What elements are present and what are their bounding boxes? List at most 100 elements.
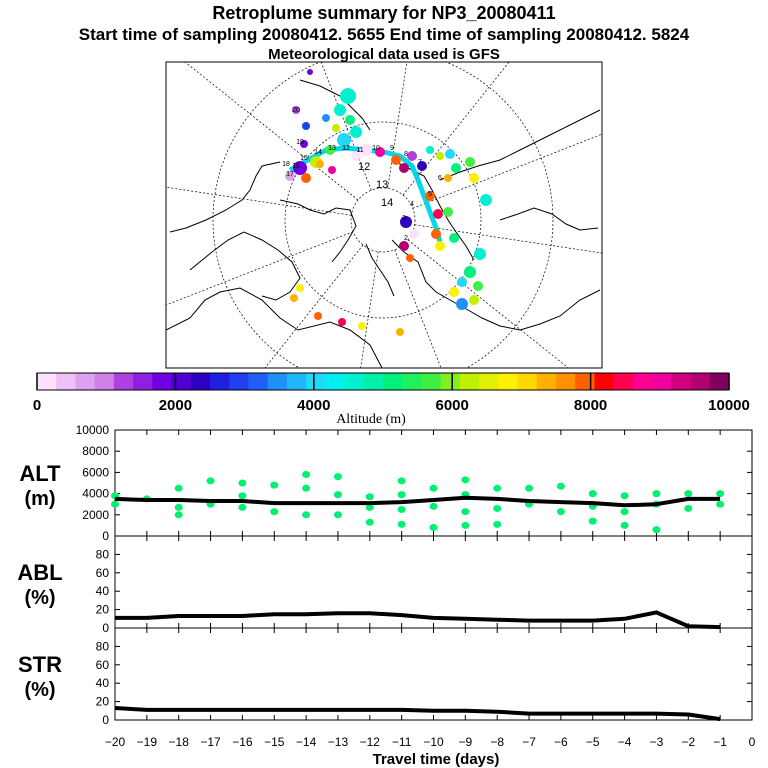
colorbar-segment bbox=[210, 373, 230, 390]
x-tick-label: −16 bbox=[232, 735, 253, 749]
scatter-point bbox=[429, 502, 438, 510]
scatter-point bbox=[174, 503, 183, 511]
meteorological-data-label: Meteorological data used is GFS bbox=[268, 46, 500, 63]
x-tick-label: −20 bbox=[105, 735, 126, 749]
particle-cluster-dot bbox=[396, 328, 404, 336]
colorbar-segment bbox=[536, 373, 557, 390]
colorbar-segment bbox=[267, 373, 288, 390]
y-tick-label: 60 bbox=[96, 566, 110, 580]
particle-cluster-dot bbox=[328, 166, 336, 174]
scatter-point bbox=[365, 518, 374, 526]
panel-alt: ALT(m) 0 2000 4000 6000 8000 10000 bbox=[19, 423, 753, 543]
day-label: 7 bbox=[418, 159, 422, 166]
particle-cluster-dot bbox=[292, 106, 300, 114]
particle-cluster-dot bbox=[332, 124, 340, 132]
particle-cluster-dot bbox=[290, 294, 298, 302]
scatter-point bbox=[461, 476, 470, 484]
scatter-point bbox=[652, 526, 661, 534]
colorbar-segment bbox=[671, 373, 692, 390]
day-label: 19 bbox=[296, 139, 304, 146]
day-label: 10 bbox=[372, 145, 380, 152]
particle-cluster-dot bbox=[399, 163, 409, 173]
particle-cluster-dot bbox=[469, 173, 479, 183]
x-tick-label: −2 bbox=[681, 735, 695, 749]
colorbar-tick-label: 4000 bbox=[297, 397, 330, 414]
colorbar-segment bbox=[556, 373, 576, 390]
y-tick-label: 60 bbox=[96, 658, 110, 672]
day-label: 11 bbox=[356, 147, 363, 154]
ring-label: 13 bbox=[376, 179, 388, 191]
x-tick-label: −3 bbox=[650, 735, 664, 749]
x-tick-label: −13 bbox=[328, 735, 349, 749]
panel-ylabel: ABL bbox=[17, 560, 62, 585]
x-tick-label: −11 bbox=[392, 735, 412, 749]
day-label: 13 bbox=[328, 145, 336, 152]
scatter-point bbox=[556, 482, 565, 490]
colorbar-segment bbox=[113, 373, 134, 390]
particle-cluster-dot bbox=[426, 146, 434, 154]
particle-cluster-dot bbox=[400, 216, 412, 228]
particle-cluster-dot bbox=[431, 229, 441, 239]
particle-cluster-dot bbox=[406, 254, 414, 262]
meridian-line bbox=[412, 133, 602, 209]
scatter-point bbox=[493, 504, 502, 512]
scatter-point bbox=[588, 517, 597, 525]
scatter-point bbox=[588, 490, 597, 498]
particle-cluster-dot bbox=[433, 209, 443, 219]
meridian-line bbox=[402, 62, 510, 196]
scatter-point bbox=[302, 471, 311, 479]
y-tick-label: 8000 bbox=[82, 444, 109, 458]
scatter-point bbox=[302, 484, 311, 492]
particle-cluster-dot bbox=[340, 88, 356, 104]
colorbar-segment bbox=[325, 373, 346, 390]
colorbar-segment bbox=[94, 373, 115, 390]
scatter-point bbox=[716, 490, 725, 498]
particle-cluster-dot bbox=[474, 248, 486, 260]
particle-cluster-dot bbox=[457, 277, 467, 287]
colorbar-segment bbox=[37, 373, 57, 390]
meridian-line bbox=[166, 231, 354, 306]
scatter-point bbox=[397, 491, 406, 499]
particle-cluster-dot bbox=[334, 104, 346, 116]
y-tick-label: 6000 bbox=[82, 465, 109, 479]
y-tick-label: 20 bbox=[96, 695, 110, 709]
series-line-str bbox=[114, 706, 721, 722]
particle-cluster-dot bbox=[316, 160, 324, 168]
panel-abl: ABL(%) 0 20 40 60 80 bbox=[17, 535, 753, 635]
colorbar-label: Altitude (m) bbox=[336, 412, 406, 427]
particle-cluster-dot bbox=[451, 163, 461, 173]
scatter-point bbox=[206, 477, 215, 485]
particle-cluster-dot bbox=[351, 151, 361, 161]
y-tick-label: 40 bbox=[96, 584, 110, 598]
colorbar-segment bbox=[383, 373, 403, 390]
colorbar-segment bbox=[75, 373, 96, 390]
day-label: 17 bbox=[286, 171, 294, 178]
day-label: 16 bbox=[292, 163, 300, 170]
meridian-line bbox=[184, 62, 359, 201]
scatter-point bbox=[684, 504, 693, 512]
particle-cluster-dot bbox=[296, 284, 304, 292]
x-tick-label: −10 bbox=[423, 735, 444, 749]
scatter-point bbox=[333, 473, 342, 481]
particle-cluster-dot bbox=[449, 287, 459, 297]
y-tick-label: 80 bbox=[96, 639, 110, 653]
particle-cluster-dot bbox=[465, 157, 475, 167]
particle-cluster-dot bbox=[449, 233, 459, 243]
day-label: 14 bbox=[314, 149, 322, 156]
series-line-abl bbox=[115, 610, 721, 630]
panel-str: STR(%) 0 20 40 60 80 bbox=[18, 627, 753, 727]
colorbar-segment bbox=[421, 373, 442, 390]
particle-cluster-dot bbox=[293, 161, 307, 175]
scatter-point bbox=[397, 506, 406, 513]
scatter-point bbox=[556, 508, 565, 516]
particle-cluster-dot bbox=[435, 241, 445, 251]
x-tick-label: −4 bbox=[618, 735, 632, 749]
scatter-point bbox=[365, 503, 374, 511]
lat-lon-grid bbox=[212, 62, 554, 368]
scatter-point bbox=[684, 490, 693, 498]
colorbar-segment bbox=[575, 373, 596, 390]
x-tick-label: −12 bbox=[360, 735, 381, 749]
particle-cluster-dot bbox=[307, 69, 313, 75]
meridian-line bbox=[414, 224, 602, 254]
